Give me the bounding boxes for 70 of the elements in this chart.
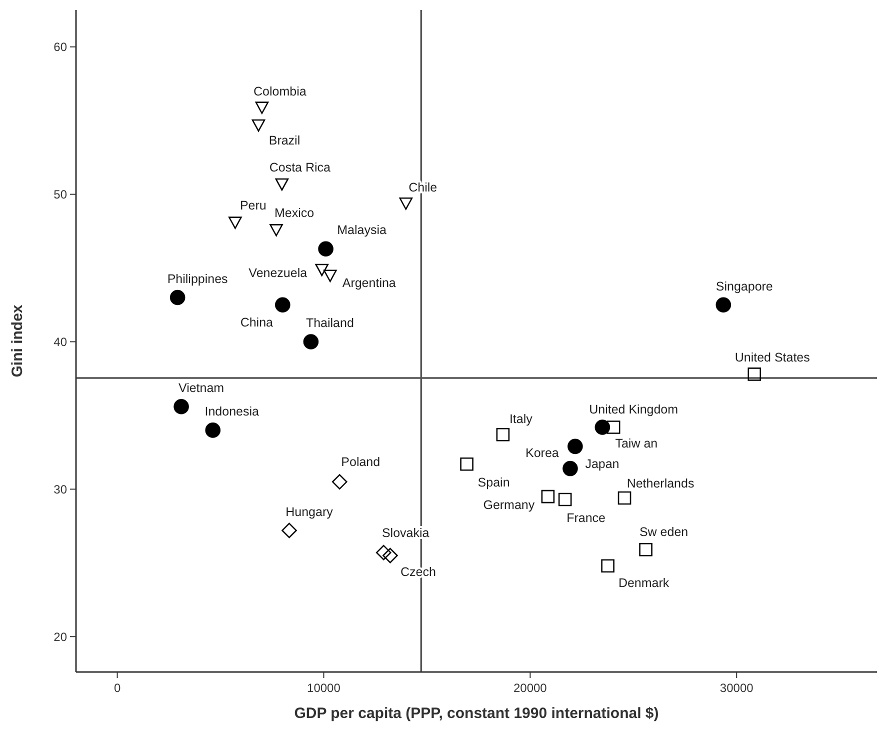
annotation: Japan	[585, 456, 620, 471]
point	[594, 420, 610, 435]
annotation: Singapore	[716, 279, 773, 294]
annotation: Italy	[509, 412, 534, 426]
point	[541, 490, 555, 504]
point	[748, 368, 762, 381]
annotation: Costa Rica	[269, 160, 331, 174]
point	[255, 102, 269, 114]
point	[716, 297, 732, 313]
annotation: Peru	[240, 198, 266, 213]
x-tick-label: 30000	[720, 681, 754, 695]
point	[282, 522, 297, 538]
point	[460, 457, 474, 471]
point	[275, 297, 290, 313]
annotation: Taiw an	[615, 436, 658, 451]
y-tick-label: 50	[54, 188, 68, 202]
annotation: Hungary	[286, 504, 334, 519]
point	[618, 491, 632, 505]
annotation: Netherlands	[626, 476, 694, 490]
annotation: United States	[734, 350, 810, 365]
point	[558, 492, 572, 506]
point	[376, 544, 392, 560]
annotation: Sw eden	[639, 525, 688, 539]
point	[228, 216, 242, 229]
point	[399, 197, 413, 210]
annotation: Indonesia	[204, 404, 260, 419]
annotation: France	[566, 510, 606, 525]
annotation: United Kingdom	[589, 402, 678, 417]
x-tick-label: 0	[114, 681, 121, 695]
point	[323, 270, 337, 282]
point	[170, 290, 186, 306]
point	[205, 422, 221, 438]
point	[601, 559, 614, 572]
y-tick-label: 60	[54, 40, 68, 54]
annotation: Spain	[478, 475, 510, 490]
point	[562, 460, 578, 476]
point	[315, 264, 329, 276]
point	[332, 474, 348, 490]
annotation: Malaysia	[337, 223, 387, 238]
annotation: Thailand	[306, 316, 354, 330]
annotation: Colombia	[254, 84, 306, 99]
annotation: Vietnam	[178, 380, 224, 395]
annotation: Philippines	[167, 272, 228, 286]
x-axis-title: GDP per capita (PPP, constant 1990 international $)	[294, 705, 659, 722]
annotation: Argentina	[342, 276, 396, 290]
y-tick-label: 30	[54, 482, 68, 496]
annotation: Brazil	[268, 133, 300, 148]
annotation: Denmark	[618, 576, 670, 590]
point	[270, 224, 283, 236]
annotation: China	[240, 315, 274, 330]
y-tick-label: 20	[54, 630, 68, 644]
point	[252, 119, 266, 132]
point	[496, 428, 510, 442]
annotation: Venezuela	[248, 266, 308, 280]
x-tick-label: 10000	[307, 681, 341, 695]
annotation: Mexico	[274, 206, 314, 220]
point	[382, 548, 398, 564]
annotation: Korea	[526, 446, 559, 460]
point	[606, 420, 620, 434]
annotation: Poland	[341, 455, 380, 470]
point	[568, 438, 583, 454]
point	[639, 542, 652, 556]
y-axis-title: Gini index	[9, 304, 26, 378]
y-tick-label: 40	[54, 334, 68, 349]
point	[303, 334, 319, 350]
point	[275, 178, 289, 191]
point	[318, 241, 334, 256]
x-tick-label: 20000	[513, 681, 548, 695]
annotation: Germany	[483, 498, 536, 512]
point	[174, 398, 189, 414]
